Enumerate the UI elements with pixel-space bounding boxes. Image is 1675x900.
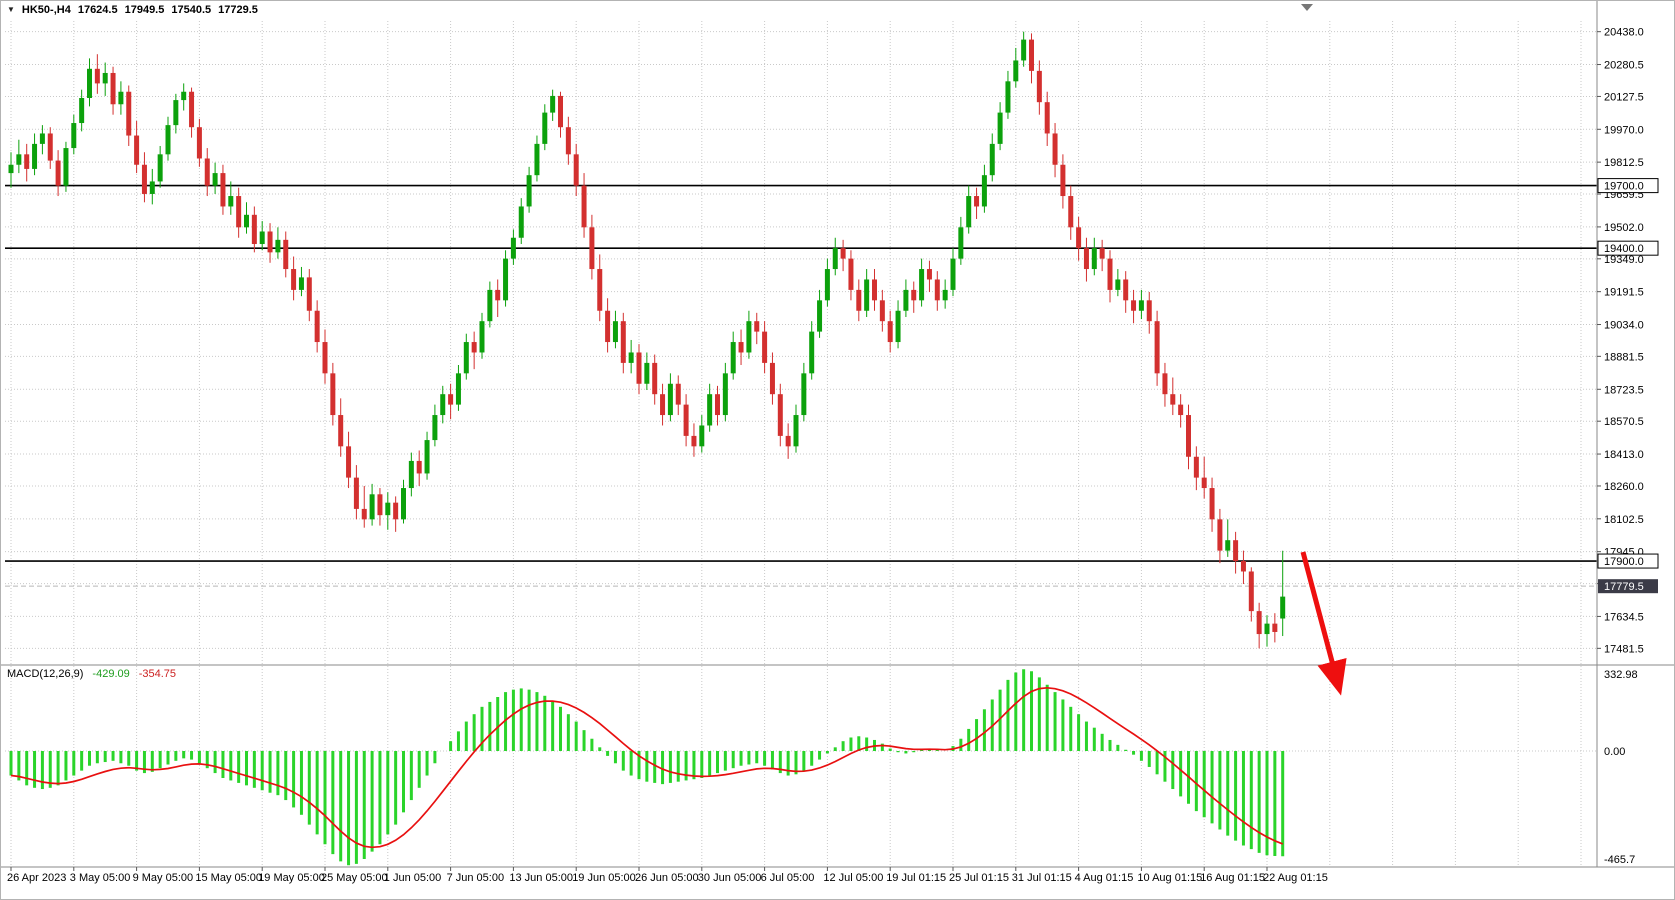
- svg-text:0.00: 0.00: [1604, 746, 1625, 758]
- svg-text:17779.5: 17779.5: [1604, 581, 1644, 593]
- svg-text:30 Jun 05:00: 30 Jun 05:00: [698, 872, 762, 884]
- level-price-tag: [1597, 240, 1659, 256]
- svg-text:17900.0: 17900.0: [1604, 556, 1644, 568]
- svg-text:26 Jun 05:00: 26 Jun 05:00: [635, 872, 699, 884]
- svg-text:25 May 05:00: 25 May 05:00: [321, 872, 388, 884]
- bar-low-value: 17540.5: [171, 4, 212, 16]
- bar-close-value: 17729.5: [218, 4, 258, 16]
- svg-text:6 Jul 05:00: 6 Jul 05:00: [761, 872, 815, 884]
- symbol-info-bar: ▼ HK50-,H4 17624.5 17949.5 17540.5 17729…: [7, 4, 258, 16]
- symbol-dropdown-icon[interactable]: ▼: [7, 5, 15, 14]
- bar-high-value: 17949.5: [124, 4, 165, 16]
- bar-open-value: 17624.5: [77, 4, 118, 16]
- svg-text:17634.5: 17634.5: [1604, 611, 1644, 623]
- macd-signal-line: [10, 686, 1284, 849]
- svg-text:19349.0: 19349.0: [1604, 254, 1644, 266]
- macd-main-value: -429.09: [92, 668, 130, 680]
- svg-text:19 Jun 05:00: 19 Jun 05:00: [572, 872, 636, 884]
- svg-text:19 Jul 01:15: 19 Jul 01:15: [886, 872, 946, 884]
- svg-text:17481.5: 17481.5: [1604, 643, 1644, 655]
- svg-text:18570.5: 18570.5: [1604, 416, 1644, 428]
- svg-text:18723.5: 18723.5: [1604, 384, 1644, 396]
- time-axis[interactable]: 26 Apr 2023 3 May 05:00 9 May 05:00 15 May …: [7, 867, 1328, 884]
- svg-text:19034.0: 19034.0: [1604, 320, 1644, 332]
- svg-text:18413.0: 18413.0: [1604, 449, 1644, 461]
- svg-text:18102.5: 18102.5: [1604, 514, 1644, 526]
- macd-axis[interactable]: 332.98 0.00 -465.7: [1604, 669, 1638, 866]
- candles: [8, 31, 1286, 649]
- svg-text:15 May 05:00: 15 May 05:00: [195, 872, 262, 884]
- level-price-tag: [1597, 178, 1659, 194]
- svg-text:-465.7: -465.7: [1604, 854, 1635, 866]
- current-price-tag: [1598, 579, 1658, 594]
- svg-text:19812.5: 19812.5: [1604, 157, 1644, 169]
- chart-shift-marker-icon[interactable]: [1301, 4, 1313, 11]
- svg-text:7 Jun 05:00: 7 Jun 05:00: [447, 872, 505, 884]
- level-price-tag: [1597, 553, 1659, 569]
- svg-text:19970.0: 19970.0: [1604, 124, 1644, 136]
- svg-text:20127.5: 20127.5: [1604, 91, 1644, 103]
- svg-text:332.98: 332.98: [1604, 669, 1638, 681]
- svg-text:3 May 05:00: 3 May 05:00: [70, 872, 131, 884]
- svg-text:9 May 05:00: 9 May 05:00: [133, 872, 194, 884]
- svg-text:19 May 05:00: 19 May 05:00: [258, 872, 325, 884]
- macd-histogram: [9, 669, 1285, 866]
- svg-text:19502.0: 19502.0: [1604, 222, 1644, 234]
- svg-text:10 Aug 01:15: 10 Aug 01:15: [1137, 872, 1202, 884]
- svg-text:16 Aug 01:15: 16 Aug 01:15: [1200, 872, 1265, 884]
- svg-text:19191.5: 19191.5: [1604, 287, 1644, 299]
- svg-text:19400.0: 19400.0: [1604, 243, 1644, 255]
- svg-text:25 Jul 01:15: 25 Jul 01:15: [949, 872, 1009, 884]
- macd-name: MACD(12,26,9): [7, 668, 84, 680]
- svg-text:12 Jul 05:00: 12 Jul 05:00: [823, 872, 883, 884]
- svg-text:26 Apr 2023: 26 Apr 2023: [7, 872, 66, 884]
- svg-text:20280.5: 20280.5: [1604, 60, 1644, 72]
- svg-text:18260.0: 18260.0: [1604, 481, 1644, 493]
- svg-text:20438.0: 20438.0: [1604, 27, 1644, 39]
- macd-signal-value: -354.75: [138, 668, 177, 680]
- svg-text:19700.0: 19700.0: [1604, 181, 1644, 193]
- grid: [5, 21, 1597, 867]
- macd-indicator-label: MACD(12,26,9) -429.09 -354.75: [7, 668, 176, 680]
- svg-text:22 Aug 01:15: 22 Aug 01:15: [1263, 872, 1328, 884]
- svg-text:18881.5: 18881.5: [1604, 351, 1644, 363]
- svg-text:4 Aug 01:15: 4 Aug 01:15: [1075, 872, 1134, 884]
- svg-text:1 Jun 05:00: 1 Jun 05:00: [384, 872, 442, 884]
- svg-text:31 Jul 01:15: 31 Jul 01:15: [1012, 872, 1072, 884]
- svg-text:13 Jun 05:00: 13 Jun 05:00: [509, 872, 573, 884]
- price-axis[interactable]: 20438.020280.520127.519970.019812.519659…: [1597, 27, 1659, 656]
- symbol-title: HK50-,H4: [21, 4, 71, 16]
- trend-arrow-annotation[interactable]: [1300, 551, 1347, 696]
